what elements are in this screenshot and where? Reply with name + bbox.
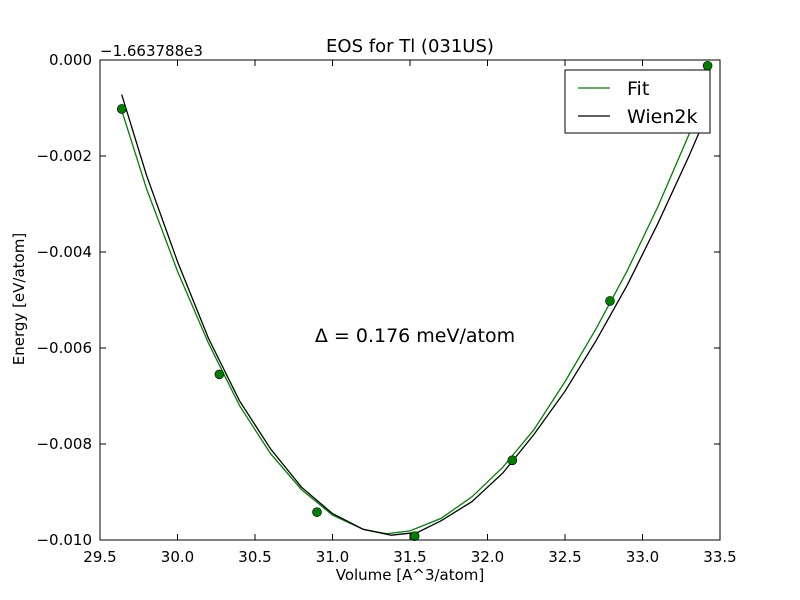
x-tick-label: 33.0 xyxy=(626,548,659,566)
legend-label-wien2k: Wien2k xyxy=(627,106,697,128)
data-point xyxy=(116,104,127,114)
x-tick-label: 33.5 xyxy=(703,548,736,566)
legend-label-fit: Fit xyxy=(627,78,649,100)
x-tick-label: 31.5 xyxy=(393,548,426,566)
legend: Fit Wien2k xyxy=(564,69,711,134)
chart-title: EOS for Tl (031US) xyxy=(326,36,494,57)
x-tick-label: 30.5 xyxy=(238,548,271,566)
y-tick-label: −0.010 xyxy=(36,531,92,549)
y-tick-label: −0.008 xyxy=(36,435,92,453)
x-tick-label: 32.0 xyxy=(471,548,504,566)
y-tick-label: −0.006 xyxy=(36,339,92,357)
legend-box xyxy=(564,69,711,134)
x-tick-label: 29.5 xyxy=(83,548,116,566)
y-tick-label: 0.000 xyxy=(49,51,92,69)
delta-annotation: Δ = 0.176 meV/atom xyxy=(315,325,515,347)
y-axis-label: Energy [eV/atom] xyxy=(10,233,28,365)
series-line-wien2k xyxy=(121,94,709,536)
data-point xyxy=(605,296,615,306)
y-offset-label: −1.663788e3 xyxy=(100,42,203,60)
x-tick-label: 32.5 xyxy=(548,548,581,566)
data-point xyxy=(507,455,518,466)
data-point xyxy=(214,369,225,380)
data-point xyxy=(702,60,713,71)
y-tick-label: −0.002 xyxy=(36,147,92,165)
series-line-fit xyxy=(121,64,709,535)
y-tick-label: −0.004 xyxy=(36,243,92,261)
data-point xyxy=(312,507,322,517)
x-tick-label: 31.0 xyxy=(316,548,349,566)
data-point xyxy=(409,531,420,541)
x-axis-label: Volume [A^3/atom] xyxy=(336,566,485,584)
x-tick-label: 30.0 xyxy=(161,548,194,566)
